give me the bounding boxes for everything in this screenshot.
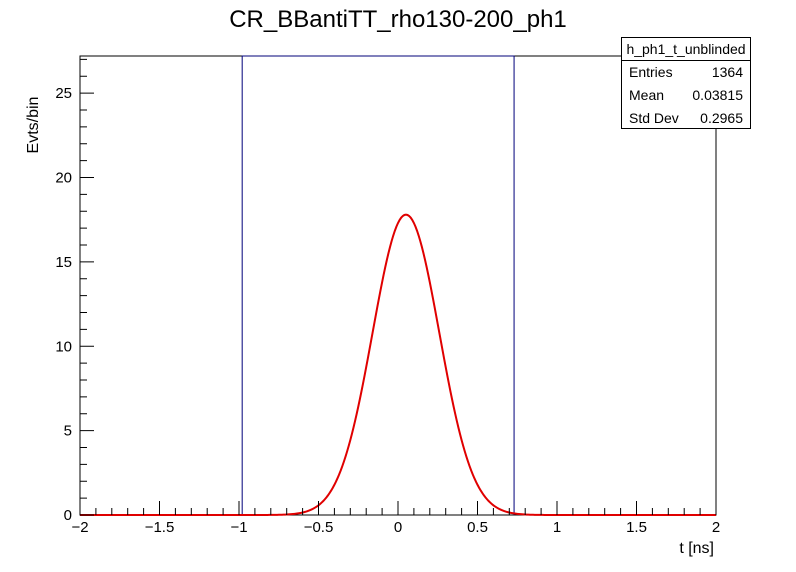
stats-row-mean: Mean 0.03815: [622, 84, 750, 107]
histogram-layer: [241, 55, 515, 515]
x-tick-label: −1.5: [145, 519, 175, 536]
y-tick-label: 5: [64, 423, 72, 440]
x-tick-label: 1: [553, 519, 561, 536]
x-tick-label: 2: [712, 519, 720, 536]
stats-row-stddev: Std Dev 0.2965: [622, 107, 750, 130]
y-tick-label: 10: [55, 338, 72, 355]
x-tick-label: 0: [394, 519, 402, 536]
stats-value: 0.2965: [700, 110, 743, 126]
gaussian-fit-curve: [80, 213, 716, 516]
histogram-steps: [241, 55, 515, 515]
stats-value: 0.03815: [692, 87, 743, 103]
stats-label: Entries: [629, 64, 673, 80]
stats-label: Mean: [629, 87, 665, 103]
x-tick-label: −1: [230, 519, 247, 536]
y-tick-label: 0: [64, 507, 72, 524]
x-tick-label: −2: [71, 519, 88, 536]
plot-frame: [79, 55, 717, 516]
y-tick-label: 25: [55, 85, 72, 102]
y-tick-label: 15: [55, 254, 72, 271]
y-axis-label: Evts/bin: [25, 97, 42, 154]
chart-title: CR_BBantiTT_rho130-200_ph1: [229, 6, 567, 33]
stats-value: 1364: [711, 64, 743, 80]
x-tick-label: −0.5: [304, 519, 334, 536]
stats-label: Std Dev: [629, 110, 679, 126]
x-tick-label: 1.5: [626, 519, 647, 536]
stats-row-entries: Entries 1364: [622, 61, 750, 84]
stats-title: h_ph1_t_unblinded: [622, 38, 750, 61]
fit-layer: [80, 213, 716, 516]
stats-box: h_ph1_t_unblinded Entries 1364 Mean 0.03…: [621, 37, 751, 129]
y-tick-label: 20: [55, 170, 72, 187]
x-tick-label: 0.5: [467, 519, 488, 536]
x-axis-label: t [ns]: [679, 540, 714, 557]
